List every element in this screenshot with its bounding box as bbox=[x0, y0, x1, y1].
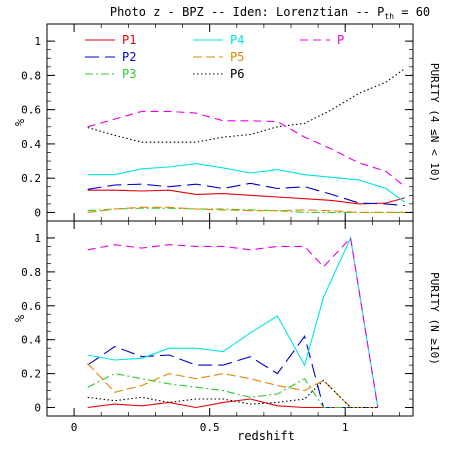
legend-label-p6: P6 bbox=[230, 67, 244, 81]
y-tick-label: 1 bbox=[34, 35, 41, 48]
legend-label-p5: P5 bbox=[230, 50, 244, 64]
series-line-p1 bbox=[87, 189, 406, 205]
legend-label-p: P bbox=[337, 33, 344, 47]
y-axis-title: % bbox=[13, 118, 27, 126]
x-tick-label: 0 bbox=[71, 421, 78, 434]
series-line-p4 bbox=[87, 163, 406, 203]
legend-label-p2: P2 bbox=[122, 50, 136, 64]
series-line-p3 bbox=[87, 373, 378, 409]
y-tick-label: 0.6 bbox=[21, 300, 41, 313]
legend-label-p4: P4 bbox=[230, 33, 244, 47]
legend-label-p1: P1 bbox=[122, 33, 136, 47]
plot-frame bbox=[46, 220, 414, 417]
series-line-p2 bbox=[87, 335, 378, 409]
chart-title-main: Photo z - BPZ -- Iden: Lorenztian -- P bbox=[110, 5, 385, 19]
series-line-p3 bbox=[87, 207, 405, 213]
panel-1: 0 0.2 0.4 0.6 0.8 1% PURITY (4 ≤N < 10) P1 P2 P3 P… bbox=[13, 23, 441, 222]
series-line-p5 bbox=[87, 206, 405, 213]
y-tick-label: 1 bbox=[34, 232, 41, 245]
panel-side-label: PURITY (N ≥10) bbox=[428, 272, 441, 365]
x-axis-title: redshift bbox=[237, 429, 295, 443]
series-line-p2 bbox=[87, 182, 405, 207]
x-tick-label: 0.5 bbox=[200, 421, 220, 434]
series-line-p4 bbox=[87, 236, 379, 408]
y-tick-label: 0.6 bbox=[21, 104, 41, 117]
panel-2: 0 0.2 0.4 0.6 0.8 1 0 0.5 1% PURITY (N ≥10) bbox=[13, 220, 441, 434]
y-tick-label: 0.4 bbox=[21, 334, 41, 347]
chart-title: Photo z - BPZ -- Iden: Lorenztian -- Pth… bbox=[110, 5, 430, 21]
y-tick-label: 0.2 bbox=[21, 172, 41, 185]
chart-title-sub: th bbox=[384, 12, 394, 21]
series-line-p bbox=[87, 110, 406, 188]
x-tick-label: 1 bbox=[342, 421, 349, 434]
series-line-p1 bbox=[87, 398, 378, 409]
y-tick-label: 0 bbox=[34, 402, 41, 415]
legend-label-p3: P3 bbox=[122, 67, 136, 81]
y-axis-title: % bbox=[13, 314, 27, 322]
series-line-p6 bbox=[87, 68, 406, 143]
panel-side-label: PURITY (4 ≤N < 10) bbox=[428, 63, 441, 182]
y-tick-label: 0.2 bbox=[21, 368, 41, 381]
series-line-p5 bbox=[87, 363, 378, 409]
y-tick-label: 0.4 bbox=[21, 138, 41, 151]
series-line-p bbox=[87, 236, 379, 408]
y-tick-label: 0.8 bbox=[21, 69, 41, 82]
panels: 00.20.40.60.81% PURITY (4 ≤N < 10)P1P2P3P… bbox=[13, 23, 441, 434]
series-line-p6 bbox=[87, 379, 378, 409]
chart-title-tail: = 60 bbox=[394, 5, 430, 19]
y-tick-label: 0 bbox=[34, 206, 41, 219]
y-tick-label: 0.8 bbox=[21, 266, 41, 279]
